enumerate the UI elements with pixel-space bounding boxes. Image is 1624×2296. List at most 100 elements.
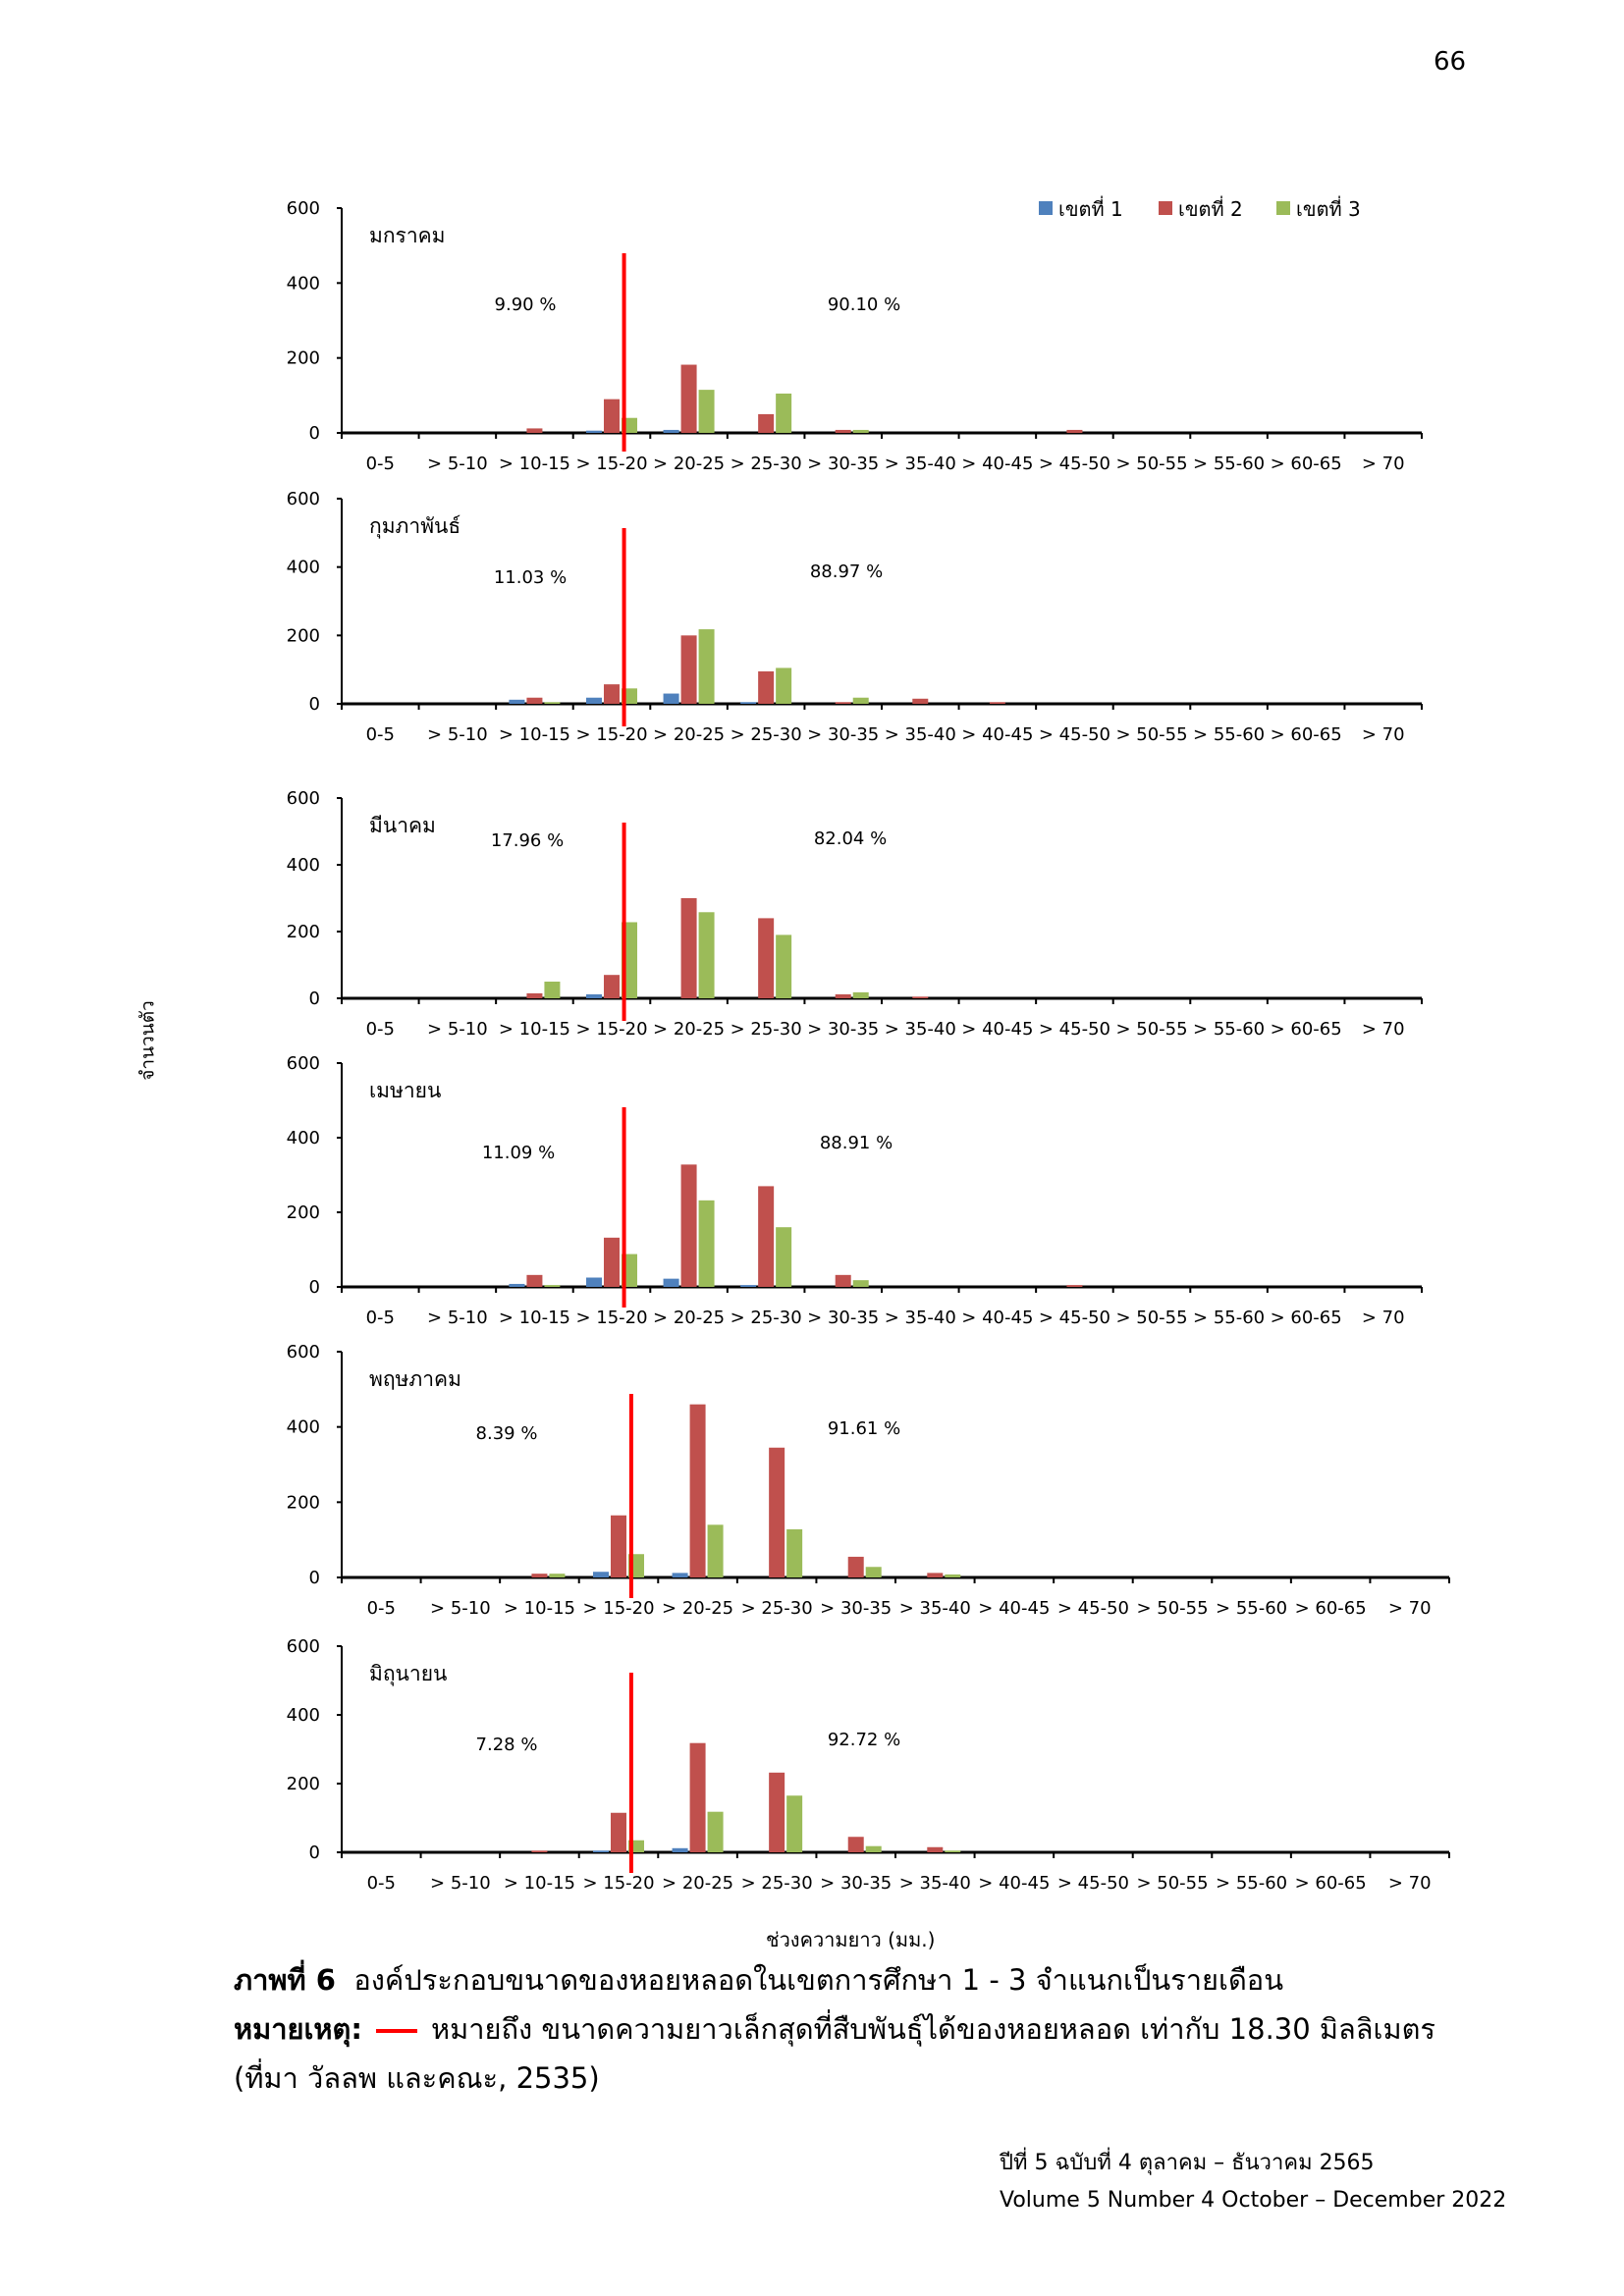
x-tick-label: > 5-10 — [427, 1019, 488, 1040]
y-tick-label: 400 — [287, 273, 320, 294]
bar-3 — [707, 1811, 724, 1852]
x-tick-label: > 10-15 — [499, 1308, 570, 1328]
bar-2 — [611, 1812, 626, 1852]
x-tick-label: > 10-15 — [504, 1598, 575, 1619]
bar-1 — [672, 1847, 688, 1852]
bar-2 — [835, 429, 851, 433]
x-tick-label: > 55-60 — [1193, 1019, 1265, 1040]
y-tick-label: 400 — [287, 855, 320, 876]
bar-2 — [680, 364, 697, 433]
x-tick-label: > 15-20 — [575, 454, 647, 474]
bar-3 — [852, 991, 869, 998]
bar-3 — [865, 1567, 882, 1577]
bar-1 — [593, 1572, 609, 1577]
x-tick-label: > 70 — [1362, 1019, 1405, 1040]
percent-annotation: 92.72 % — [828, 1730, 900, 1750]
bar-1 — [586, 430, 602, 433]
x-tick-label: > 15-20 — [582, 1598, 654, 1619]
y-tick-label: 0 — [309, 694, 320, 715]
y-tick-label: 600 — [287, 198, 320, 219]
bar-2 — [912, 996, 929, 998]
note-label: หมายเหตุ: — [234, 2012, 362, 2046]
chart-month-title: มีนาคม — [369, 814, 436, 837]
bar-3 — [776, 393, 792, 433]
x-tick-label: > 70 — [1362, 1308, 1405, 1328]
x-tick-label: > 60-65 — [1271, 454, 1342, 474]
x-tick-label: > 70 — [1388, 1598, 1432, 1619]
note-line: หมายเหตุ: หมายถึง ขนาดความยาวเล็กสุดที่สื… — [234, 2004, 1510, 2054]
x-tick-label: > 25-30 — [741, 1873, 813, 1894]
bar-3 — [852, 429, 869, 433]
figure-caption-text: องค์ประกอบขนาดของหอยหลอดในเขตการศึกษา 1 … — [353, 1963, 1284, 1997]
bar-2 — [680, 635, 697, 704]
x-axis-title: ช่วงความยาว (มม.) — [766, 1928, 936, 1951]
bar-3 — [852, 697, 869, 704]
x-tick-label: > 25-30 — [731, 1019, 802, 1040]
note-text: หมายถึง ขนาดความยาวเล็กสุดที่สืบพันธุ์ได… — [430, 2012, 1435, 2046]
x-tick-label: > 10-15 — [499, 1019, 570, 1040]
bar-3 — [786, 1795, 803, 1852]
x-tick-label: > 55-60 — [1216, 1598, 1287, 1619]
x-tick-label: > 35-40 — [899, 1873, 971, 1894]
bar-1 — [586, 697, 602, 704]
legend-swatch-3 — [1276, 201, 1290, 215]
bar-3 — [865, 1845, 882, 1852]
source-line: (ที่มา วัลลพ และคณะ, 2535) — [234, 2061, 600, 2095]
y-tick-label: 400 — [287, 1417, 320, 1438]
bar-1 — [663, 1278, 679, 1287]
bar-3 — [549, 1574, 566, 1577]
percent-annotation: 9.90 % — [495, 294, 557, 315]
x-tick-label: > 40-45 — [961, 1308, 1033, 1328]
x-tick-label: > 15-20 — [582, 1873, 654, 1894]
percent-annotation: 82.04 % — [814, 828, 887, 849]
x-tick-label: > 55-60 — [1193, 1308, 1265, 1328]
x-tick-label: > 20-25 — [662, 1598, 733, 1619]
percent-annotation: 90.10 % — [828, 294, 900, 315]
bar-2 — [847, 1837, 864, 1852]
percent-annotation: 17.96 % — [491, 830, 564, 851]
x-tick-label: > 50-55 — [1115, 724, 1187, 745]
bar-2 — [604, 975, 620, 998]
bar-2 — [526, 428, 543, 433]
x-tick-label: > 45-50 — [1039, 454, 1110, 474]
y-tick-label: 600 — [287, 1342, 320, 1362]
x-tick-label: 0-5 — [367, 1598, 396, 1619]
y-tick-label: 200 — [287, 1774, 320, 1794]
legend-swatch-2 — [1159, 201, 1172, 215]
percent-annotation: 91.61 % — [828, 1418, 900, 1439]
x-tick-label: > 10-15 — [499, 724, 570, 745]
legend-label-3: เขตที่ 3 — [1296, 195, 1361, 221]
bar-2 — [680, 898, 697, 998]
x-tick-label: > 5-10 — [430, 1598, 491, 1619]
x-tick-label: > 20-25 — [662, 1873, 733, 1894]
bar-2 — [526, 1274, 543, 1287]
bar-2 — [769, 1772, 785, 1852]
bar-3 — [698, 390, 715, 433]
chart-month-title: เมษายน — [369, 1079, 441, 1102]
x-tick-label: 0-5 — [367, 1873, 396, 1894]
x-tick-label: > 60-65 — [1295, 1873, 1367, 1894]
bar-2 — [604, 1237, 620, 1287]
y-tick-label: 0 — [309, 1277, 320, 1298]
x-tick-label: > 25-30 — [731, 1308, 802, 1328]
y-tick-label: 0 — [309, 1568, 320, 1588]
bar-3 — [786, 1528, 803, 1577]
bar-2 — [835, 993, 851, 998]
x-tick-label: > 40-45 — [961, 1019, 1033, 1040]
x-tick-label: 0-5 — [366, 1308, 395, 1328]
x-tick-label: > 35-40 — [885, 724, 956, 745]
page-number: 66 — [1434, 47, 1467, 77]
x-tick-label: > 70 — [1388, 1873, 1432, 1894]
x-tick-label: > 10-15 — [504, 1873, 575, 1894]
x-tick-label: > 20-25 — [653, 1308, 725, 1328]
bar-2 — [927, 1573, 944, 1577]
bar-1 — [740, 1285, 757, 1287]
y-tick-label: 200 — [287, 348, 320, 369]
y-tick-label: 0 — [309, 1842, 320, 1863]
x-tick-label: 0-5 — [366, 1019, 395, 1040]
bar-2 — [758, 1186, 775, 1287]
bar-3 — [776, 667, 792, 704]
bar-3 — [698, 1200, 715, 1287]
y-tick-label: 400 — [287, 1128, 320, 1148]
y-tick-label: 400 — [287, 1705, 320, 1726]
